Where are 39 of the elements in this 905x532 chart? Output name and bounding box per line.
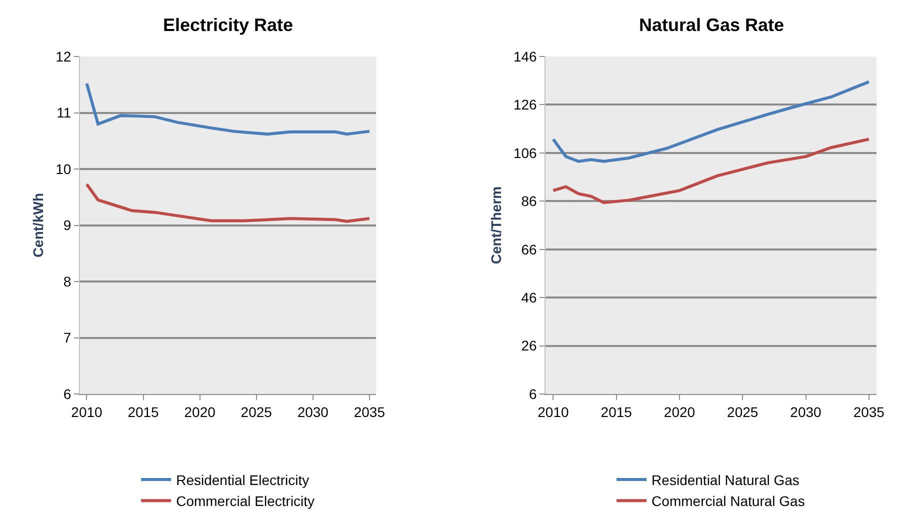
x-tick-label: 2025 <box>727 404 758 420</box>
x-tick-label: 2025 <box>240 404 272 420</box>
x-tick-label: 2020 <box>184 404 216 420</box>
y-tick-label: 26 <box>521 338 538 354</box>
chart-title: Electricity Rate <box>163 15 294 35</box>
x-tick-label: 2020 <box>664 404 696 420</box>
x-tick-label: 2010 <box>538 404 569 420</box>
y-tick-label: 66 <box>521 241 538 258</box>
y-tick-label: 11 <box>56 104 72 121</box>
y-axis-title: Cent/kWh <box>30 192 46 258</box>
line-series <box>85 82 371 136</box>
x-tick-label: 2010 <box>71 404 103 420</box>
line-series <box>552 80 870 163</box>
y-tick-label: 8 <box>63 273 72 290</box>
x-tick-label: 2035 <box>853 404 885 420</box>
y-tick-label: 7 <box>63 330 72 346</box>
y-tick-label: 9 <box>63 217 72 234</box>
legend-label: Commercial Natural Gas <box>652 493 805 510</box>
y-tick-label: 6 <box>63 386 72 402</box>
line-series <box>85 182 371 223</box>
y-tick-label: 106 <box>513 144 538 161</box>
y-axis-title: Cent/Therm <box>488 186 504 264</box>
y-tick-label: 86 <box>521 193 538 210</box>
y-tick-label: 126 <box>513 96 538 113</box>
chart-title: Natural Gas Rate <box>639 15 784 35</box>
x-tick-label: 2030 <box>790 404 822 420</box>
x-tick-label: 2035 <box>354 404 386 420</box>
y-tick-label: 12 <box>56 48 72 64</box>
x-tick-label: 2030 <box>297 404 329 420</box>
y-tick-label: 46 <box>521 289 538 306</box>
line-series <box>552 138 870 204</box>
y-tick-label: 6 <box>529 386 538 402</box>
legend-label: Residential Electricity <box>176 472 310 488</box>
legend-label: Commercial Electricity <box>176 493 315 510</box>
y-tick-label: 146 <box>513 48 538 64</box>
x-tick-label: 2015 <box>128 404 160 420</box>
x-tick-label: 2015 <box>600 404 632 420</box>
y-tick-label: 10 <box>56 160 72 177</box>
legend-label: Residential Natural Gas <box>652 472 800 488</box>
